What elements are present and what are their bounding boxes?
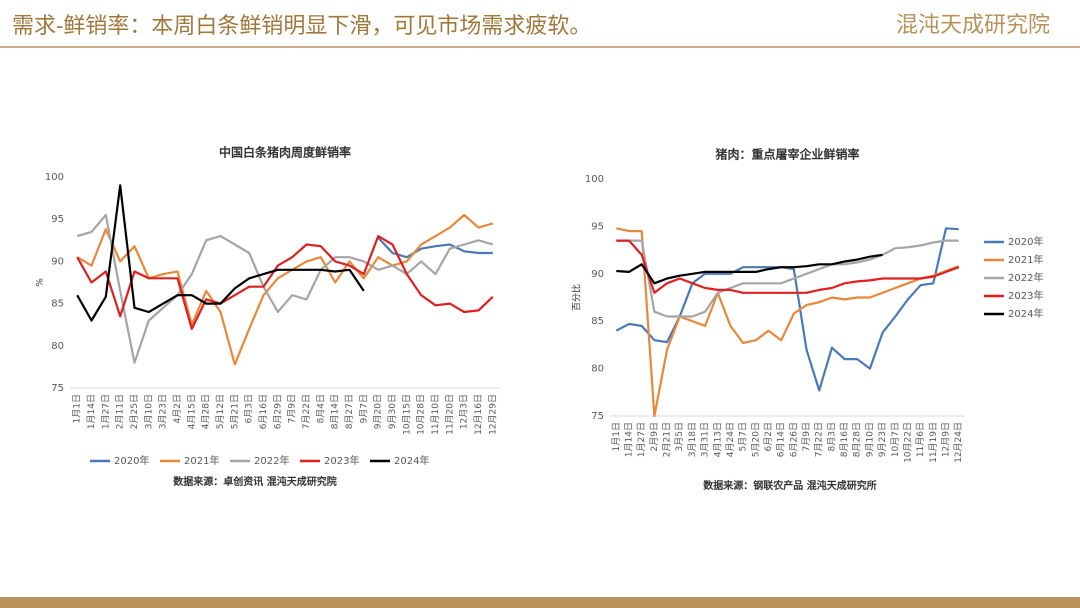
- series-line: [76, 213, 494, 364]
- series-line: [76, 235, 494, 330]
- y-tick-label: 80: [591, 364, 604, 375]
- x-tick-label: 9月10日: [864, 422, 875, 457]
- x-tick-label: 8月4日: [315, 394, 326, 423]
- x-tick-label: 6月29日: [272, 394, 283, 429]
- x-tick-label: 10月28日: [416, 394, 427, 435]
- x-tick-label: 8月27日: [344, 394, 355, 429]
- y-tick-label: 75: [591, 411, 604, 422]
- x-tick-label: 8月28日: [852, 422, 863, 457]
- y-tick-label: 85: [591, 316, 604, 327]
- legend-label: 2020年: [114, 454, 149, 467]
- source-note: 数据来源：卓创资讯 混沌天成研究院: [173, 475, 336, 488]
- x-tick-label: 7月22日: [814, 422, 825, 457]
- x-tick-label: 2月11日: [115, 394, 126, 429]
- x-tick-label: 1月27日: [100, 394, 111, 429]
- legend-label: 2021年: [1008, 253, 1043, 266]
- x-tick-label: 5月7日: [738, 422, 749, 451]
- x-tick-label: 4月13日: [712, 422, 723, 457]
- x-tick-label: 9月30日: [387, 394, 398, 429]
- series-line: [616, 253, 883, 285]
- x-tick-label: 7月9日: [287, 394, 298, 423]
- legend-label: 2023年: [1008, 289, 1043, 302]
- legend-label: 2024年: [394, 454, 429, 467]
- x-tick-label: 11月10日: [430, 394, 441, 435]
- legend-label: 2021年: [184, 454, 219, 467]
- x-tick-label: 12月16日: [473, 394, 484, 435]
- x-tick-label: 9月23日: [877, 422, 888, 457]
- series-line: [76, 213, 494, 366]
- x-tick-label: 4月15日: [186, 394, 197, 429]
- y-tick-label: 90: [591, 269, 604, 280]
- x-tick-label: 3月31日: [700, 422, 711, 457]
- x-tick-label: 8月16日: [839, 422, 850, 457]
- y-tick-label: 75: [51, 383, 64, 394]
- x-tick-label: 5月12日: [215, 394, 226, 429]
- x-tick-label: 9月7日: [358, 394, 369, 423]
- y-tick-label: 95: [591, 221, 604, 232]
- legend-label: 2024年: [1008, 307, 1043, 320]
- slide-title: 需求-鲜销率：本周白条鲜销明显下滑，可见市场需求疲软。: [12, 14, 591, 39]
- y-tick-label: 95: [51, 214, 64, 225]
- x-tick-label: 3月5日: [674, 422, 685, 451]
- x-tick-label: 6月26日: [788, 422, 799, 457]
- y-tick-label: 85: [51, 299, 64, 310]
- x-tick-label: 9月20日: [373, 394, 384, 429]
- x-tick-label: 7月9日: [801, 422, 812, 451]
- x-tick-label: 2月21日: [662, 422, 673, 457]
- footer-bar: [0, 597, 1080, 608]
- x-tick-label: 3月23日: [158, 394, 169, 429]
- chart-title: 中国白条猪肉周度鲜销率: [219, 145, 351, 160]
- x-tick-label: 10月15日: [401, 394, 412, 435]
- series-line: [616, 227, 960, 418]
- x-tick-label: 4月28日: [201, 394, 212, 429]
- chart-title: 猪肉：重点屠宰企业鲜销率: [714, 147, 859, 162]
- x-tick-label: 10月7日: [890, 422, 901, 457]
- y-tick-label: 100: [45, 172, 64, 183]
- legend-label: 2022年: [254, 454, 289, 467]
- x-tick-label: 7月22日: [301, 394, 312, 429]
- x-tick-label: 4月2日: [172, 394, 183, 423]
- y-axis-label: %: [36, 278, 46, 287]
- x-tick-label: 12月29日: [487, 394, 498, 435]
- x-tick-label: 1月27日: [636, 422, 647, 457]
- x-tick-label: 4月24日: [725, 422, 736, 457]
- source-note: 数据来源：钢联农产品 混沌天成研究所: [703, 479, 876, 492]
- x-tick-label: 11月19日: [928, 422, 939, 463]
- x-tick-label: 1月14日: [86, 394, 97, 429]
- x-tick-label: 1月1日: [72, 394, 83, 423]
- y-tick-label: 80: [51, 341, 64, 352]
- x-tick-label: 10月22日: [902, 422, 913, 463]
- series-line: [615, 227, 959, 392]
- legend-label: 2020年: [1008, 235, 1043, 248]
- x-tick-label: 8月14日: [330, 394, 341, 429]
- legend-label: 2022年: [1008, 271, 1043, 284]
- x-tick-label: 8月3日: [826, 422, 837, 451]
- x-tick-label: 12月9日: [940, 422, 951, 457]
- x-tick-label: 5月21日: [229, 394, 240, 429]
- x-tick-label: 12月24日: [953, 422, 964, 463]
- x-tick-label: 1月14日: [624, 422, 635, 457]
- series-line: [76, 184, 365, 322]
- y-tick-label: 100: [585, 174, 604, 185]
- x-tick-label: 12月3日: [459, 394, 470, 429]
- logo: 混沌天成研究院: [896, 13, 1050, 38]
- y-axis-label: 百分比: [571, 284, 583, 311]
- x-tick-label: 11月6日: [915, 422, 926, 457]
- x-tick-label: 3月18日: [687, 422, 698, 457]
- x-tick-label: 6月16日: [258, 394, 269, 429]
- x-tick-label: 5月20日: [750, 422, 761, 457]
- x-tick-label: 6月14日: [776, 422, 787, 457]
- x-tick-label: 3月10日: [143, 394, 154, 429]
- x-tick-label: 6月3日: [244, 394, 255, 423]
- x-tick-label: 2月9日: [649, 422, 660, 451]
- x-tick-label: 2月25日: [129, 394, 140, 429]
- x-tick-label: 6月2日: [763, 422, 774, 451]
- series-line: [616, 239, 960, 294]
- y-tick-label: 90: [51, 256, 64, 267]
- x-tick-label: 11月20日: [444, 394, 455, 435]
- legend-label: 2023年: [324, 454, 359, 467]
- x-tick-label: 1月1日: [611, 422, 622, 451]
- series-line: [616, 239, 959, 318]
